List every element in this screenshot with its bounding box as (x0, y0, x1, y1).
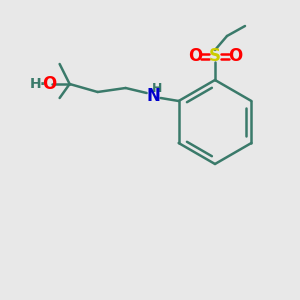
Text: S: S (209, 47, 221, 65)
Text: ·: · (40, 78, 45, 92)
Text: O: O (43, 75, 57, 93)
Text: O: O (228, 47, 242, 65)
Text: H: H (152, 82, 162, 95)
Text: H: H (30, 77, 41, 91)
Text: N: N (147, 87, 160, 105)
Text: O: O (188, 47, 202, 65)
